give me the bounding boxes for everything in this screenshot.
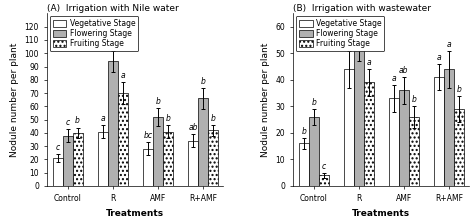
Text: b: b xyxy=(411,95,416,104)
Legend: Vegetative Stage, Flowering Stage, Fruiting Stage: Vegetative Stage, Flowering Stage, Fruit… xyxy=(296,16,384,51)
Text: b: b xyxy=(311,98,316,107)
Text: c: c xyxy=(321,162,326,171)
Bar xyxy=(163,131,173,186)
Text: c: c xyxy=(55,143,60,152)
Legend: Vegetative Stage, Flowering Stage, Fruiting Stage: Vegetative Stage, Flowering Stage, Fruit… xyxy=(50,16,138,51)
Text: a: a xyxy=(120,71,125,80)
Bar xyxy=(309,117,319,186)
Text: b: b xyxy=(301,127,306,136)
Bar xyxy=(454,109,464,186)
Bar xyxy=(434,77,444,186)
Bar xyxy=(399,90,409,186)
Text: b: b xyxy=(456,85,461,94)
Text: (B)  Irrigation with wastewater: (B) Irrigation with wastewater xyxy=(293,4,431,13)
Text: b: b xyxy=(165,114,170,123)
Bar xyxy=(98,131,108,186)
Bar xyxy=(63,136,73,186)
Bar xyxy=(319,175,328,186)
Text: a: a xyxy=(356,24,361,33)
Text: a: a xyxy=(110,39,115,49)
Bar xyxy=(143,149,153,186)
Text: (A)  Irrigation with Nile water: (A) Irrigation with Nile water xyxy=(47,4,179,13)
X-axis label: Treatments: Treatments xyxy=(352,209,410,218)
Bar xyxy=(153,117,163,186)
Bar xyxy=(188,141,198,186)
Bar xyxy=(198,98,208,186)
Text: a: a xyxy=(437,53,441,62)
Y-axis label: Nodule number per plant: Nodule number per plant xyxy=(261,43,270,157)
Bar xyxy=(344,69,354,186)
Text: b: b xyxy=(155,97,160,106)
Text: ab: ab xyxy=(188,123,198,132)
Bar xyxy=(53,158,63,186)
X-axis label: Treatments: Treatments xyxy=(106,209,164,218)
Bar xyxy=(389,98,399,186)
Bar xyxy=(354,48,364,186)
Text: a: a xyxy=(392,74,396,83)
Bar xyxy=(108,61,118,186)
Text: ab: ab xyxy=(399,66,409,75)
Bar xyxy=(73,133,82,186)
Text: a: a xyxy=(447,39,451,49)
Text: c: c xyxy=(65,118,70,127)
Bar xyxy=(409,117,419,186)
Bar xyxy=(444,69,454,186)
Y-axis label: Nodule number per plant: Nodule number per plant xyxy=(10,43,19,157)
Text: a: a xyxy=(100,114,105,123)
Text: b: b xyxy=(201,77,205,86)
Bar xyxy=(208,130,218,186)
Text: a: a xyxy=(366,58,371,67)
Text: b: b xyxy=(75,116,80,125)
Bar xyxy=(364,82,374,186)
Text: b: b xyxy=(210,114,215,123)
Text: bc: bc xyxy=(143,131,153,140)
Bar xyxy=(299,143,309,186)
Bar xyxy=(118,93,128,186)
Text: a: a xyxy=(346,39,351,49)
